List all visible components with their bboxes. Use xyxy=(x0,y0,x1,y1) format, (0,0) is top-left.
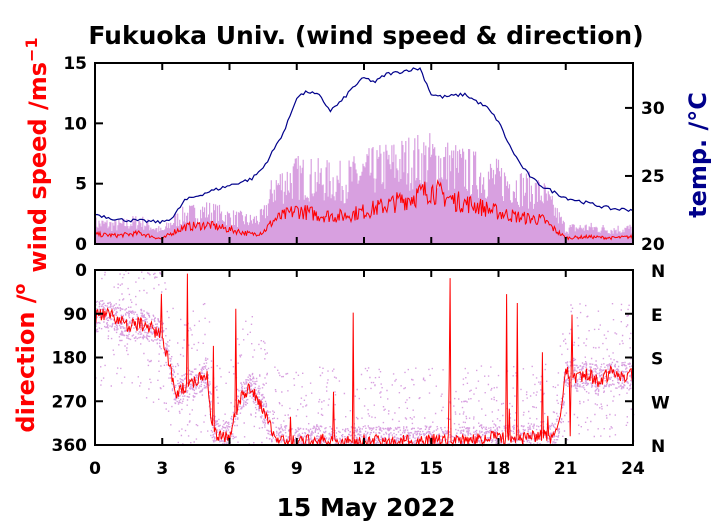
direction-axis-label: direction /o xyxy=(10,283,40,432)
temperature-layer xyxy=(94,67,634,225)
mean-wind-speed-layer xyxy=(94,178,634,241)
wind-direction-panel: 0 3 6 9 12 15 18 21 24 0 N 90 E 180 S 270 W 360 N xyxy=(52,261,671,479)
speed-tick-label: 0 xyxy=(75,235,87,255)
hour-tick-label: 9 xyxy=(291,459,303,479)
compass-label: E xyxy=(651,306,663,326)
compass-label: N xyxy=(651,262,665,282)
speed-tick-label: 5 xyxy=(75,175,87,195)
mean-direction-layer xyxy=(94,273,634,447)
temperature-tick-label: 20 xyxy=(641,235,665,255)
hour-tick-label: 18 xyxy=(487,459,511,479)
top-panel-ticks: 0 5 10 15 20 25 30 xyxy=(63,54,665,255)
temperature-tick-label: 30 xyxy=(641,99,665,119)
temperature-line xyxy=(94,67,634,225)
direction-degree-label: 270 xyxy=(52,392,88,412)
hour-tick-label: 0 xyxy=(89,459,101,479)
hour-tick-label: 12 xyxy=(352,459,376,479)
speed-tick-label: 10 xyxy=(63,114,87,134)
hour-tick-label: 3 xyxy=(156,459,168,479)
temperature-axis-label: temp. /°C xyxy=(684,92,712,218)
direction-degree-label: 360 xyxy=(52,436,88,456)
compass-label: W xyxy=(651,393,670,413)
hour-tick-label: 24 xyxy=(621,459,645,479)
hour-tick-label: 15 xyxy=(419,459,443,479)
hour-tick-label: 21 xyxy=(554,459,578,479)
mean-direction-line xyxy=(94,273,634,447)
date-axis-label: 15 May 2022 xyxy=(276,493,455,522)
temperature-tick-label: 25 xyxy=(641,167,665,187)
direction-degree-label: 180 xyxy=(52,349,88,369)
wind-speed-panel: 0 5 10 15 20 25 30 xyxy=(63,54,665,255)
chart-title: Fukuoka Univ. (wind speed & direction) xyxy=(88,21,643,50)
compass-label: N xyxy=(651,437,665,457)
wind-speed-axis-label: wind speed /ms−1 xyxy=(22,37,52,272)
speed-tick-label: 15 xyxy=(63,54,87,74)
compass-label: S xyxy=(651,350,663,370)
hour-tick-label: 6 xyxy=(224,459,236,479)
wind-speed-line xyxy=(94,178,634,241)
bottom-panel-ticks: 0 3 6 9 12 15 18 21 24 0 N 90 E 180 S 270 W 360 N xyxy=(52,261,671,479)
direction-degree-label: 90 xyxy=(63,305,87,325)
direction-degree-label: 0 xyxy=(75,261,87,281)
